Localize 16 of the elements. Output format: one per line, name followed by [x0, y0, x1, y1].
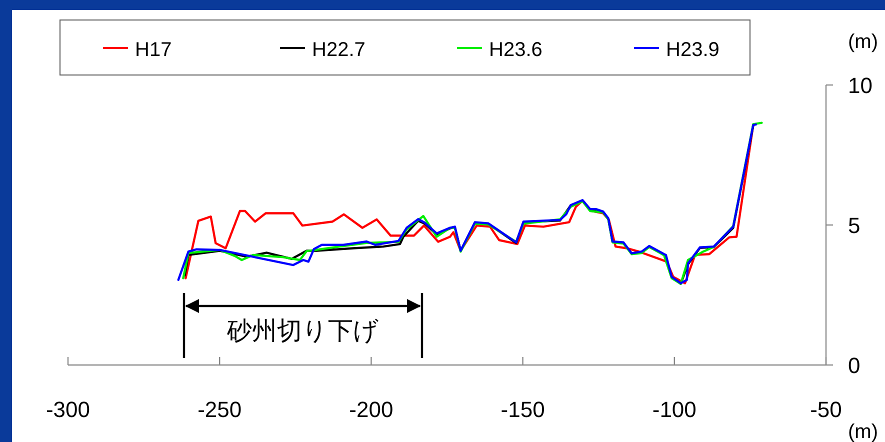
- x-axis-title: (m): [848, 421, 878, 442]
- legend-label: H23.9: [666, 39, 720, 61]
- x-tick-label: -200: [349, 397, 394, 422]
- legend-label: H22.7: [312, 39, 366, 61]
- x-tick-label: -250: [198, 397, 242, 422]
- annotation: 砂州切り下げ: [226, 317, 379, 345]
- x-tick-label: -300: [46, 397, 90, 422]
- y-tick-label: 0: [848, 353, 860, 378]
- x-tick-label: -150: [500, 397, 545, 422]
- legend-label: H17: [135, 39, 172, 61]
- y-tick-label: 10: [848, 73, 872, 98]
- y-tick-label: 5: [848, 213, 860, 238]
- x-tick-label: -50: [810, 397, 842, 422]
- y-axis-title: (m): [848, 31, 878, 53]
- x-tick-label: -100: [652, 397, 696, 422]
- legend-label: H23.6: [489, 39, 542, 61]
